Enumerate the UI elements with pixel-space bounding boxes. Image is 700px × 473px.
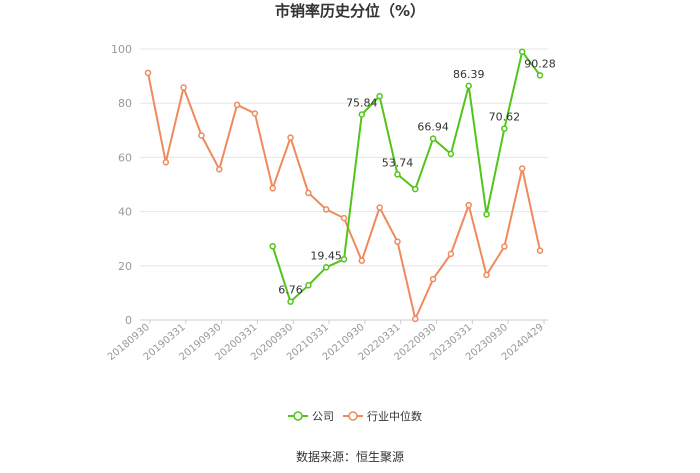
industry-point [162,159,170,166]
legend-marker [348,411,358,421]
industry-point [412,315,419,323]
industry-point [216,166,223,173]
industry-point [198,132,205,139]
company-point [465,82,472,90]
industry-point [358,257,366,264]
legend-item-company: 公司 [288,410,334,423]
industry-point [536,247,544,254]
company-point [269,243,276,250]
industry-point [233,101,241,109]
industry-point [287,134,294,141]
data-label: 86.39 [453,68,485,81]
legend-marker [293,411,303,421]
series-layer [144,48,544,323]
company-point [358,111,366,118]
company-point [518,48,526,55]
company-point [305,282,312,289]
industry-point [251,110,259,117]
company-point [447,150,455,158]
industry-point [269,185,276,192]
data-label: 70.62 [489,111,521,124]
data-label: 53.74 [382,156,414,169]
company-point [483,211,490,218]
industry-point [447,250,455,258]
industry-line [147,72,541,320]
source-note: 数据来源：恒生聚源 [296,449,404,464]
data-label: 90.28 [524,57,556,70]
grid-layer [140,48,548,321]
axis-layer: 0204060801002018093020190331201909302020… [106,43,548,363]
y-tick-label: 40 [118,206,132,219]
company-point [340,256,348,263]
y-tick-label: 20 [118,260,132,273]
industry-point [340,214,348,222]
data-label: 6.76 [278,284,303,297]
company-point [501,125,508,132]
y-tick-label: 60 [118,151,132,164]
chart-title: 市销率历史分位（%） [275,2,425,20]
legend-item-industry: 行业中位数 [343,409,422,423]
data-label: 75.84 [346,96,378,109]
industry-point [483,271,490,279]
company-point [394,171,401,178]
industry-point [305,189,312,197]
industry-point [322,206,330,213]
company-line [271,50,541,303]
industry-point [429,275,437,283]
legend-label: 公司 [312,410,334,423]
industry-point [180,84,187,91]
company-point [429,135,437,142]
company-point [287,298,294,305]
industry-point [501,243,508,250]
industry-point [376,204,383,211]
industry-point [394,238,401,245]
company-point [376,92,383,100]
industry-point [465,201,472,209]
company-point [322,264,330,271]
y-tick-label: 80 [118,97,132,110]
legend-label: 行业中位数 [367,409,422,423]
y-tick-label: 100 [111,43,132,56]
label-layer: 6.76 19.45 75.84 53.74 66.94 86.39 70.62 90.28 [278,57,555,296]
company-point [536,72,544,79]
legend: 公司 行业中位数 [288,409,422,423]
industry-point [518,165,526,172]
company-point [412,185,419,193]
y-tick-label: 0 [125,314,132,327]
data-label: 19.45 [310,249,342,262]
data-label: 66.94 [417,121,449,134]
industry-point [144,69,152,77]
